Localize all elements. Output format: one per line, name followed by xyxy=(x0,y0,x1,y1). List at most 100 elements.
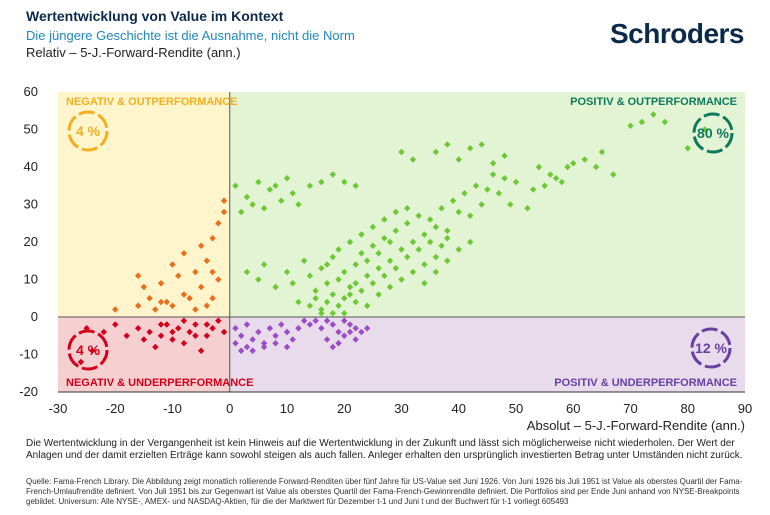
x-tick-label: -20 xyxy=(106,401,125,416)
scatter-point xyxy=(444,141,451,148)
scatter-point xyxy=(467,145,474,152)
scatter-point xyxy=(478,141,485,148)
quadrant-neg-out xyxy=(58,92,230,317)
scatter-point xyxy=(220,197,228,204)
scatter-point xyxy=(444,235,451,242)
scatter-point xyxy=(283,175,291,182)
scatter-point xyxy=(89,347,96,354)
scatter-point xyxy=(432,268,440,276)
scatter-point xyxy=(329,253,336,261)
scatter-point xyxy=(318,306,325,313)
scatter-point xyxy=(134,325,142,332)
scatter-point xyxy=(346,238,354,246)
scatter-point xyxy=(386,257,394,264)
scatter-point xyxy=(329,310,336,317)
chart-title: Wertentwicklung von Value im Kontext xyxy=(26,8,284,24)
scatter-point xyxy=(186,328,193,336)
scatter-point xyxy=(134,272,142,279)
scatter-point xyxy=(369,223,377,231)
y-tick-label: 10 xyxy=(24,272,38,287)
scatter-point xyxy=(175,272,182,279)
scatter-point xyxy=(215,220,222,227)
scatter-point xyxy=(220,328,228,336)
scatter-point xyxy=(501,152,508,159)
quadrant-pos-out xyxy=(229,92,745,317)
scatter-point xyxy=(152,343,159,351)
quadrant-label-neg-out: NEGATIV & OUTPERFORMANCE xyxy=(66,96,238,108)
scatter-point xyxy=(283,328,291,336)
x-tick-label: 40 xyxy=(452,401,466,416)
scatter-point xyxy=(375,291,382,298)
scatter-point xyxy=(352,182,359,189)
scatter-point xyxy=(289,190,296,197)
scatter-point xyxy=(386,238,394,246)
scatter-point xyxy=(260,261,268,268)
scatter-point xyxy=(318,265,325,272)
scatter-point xyxy=(209,235,216,242)
scatter-point xyxy=(489,171,497,178)
scatter-point xyxy=(209,325,216,332)
y-tick-label: -10 xyxy=(19,347,38,362)
scatter-point xyxy=(300,257,308,264)
scatter-point xyxy=(77,358,85,366)
scatter-point xyxy=(192,306,199,313)
scatter-point xyxy=(169,302,176,309)
scatter-point xyxy=(289,280,296,287)
pct-badge-neg-under-ring xyxy=(67,329,109,371)
scatter-point xyxy=(215,276,222,283)
scatter-point xyxy=(192,268,199,276)
scatter-point xyxy=(295,201,302,208)
scatter-point xyxy=(238,332,245,339)
scatter-point xyxy=(140,336,148,343)
scatter-point xyxy=(341,178,348,186)
scatter-point xyxy=(398,246,405,253)
x-tick-label: 90 xyxy=(738,401,752,416)
scatter-point xyxy=(180,317,188,324)
x-tick-label: 10 xyxy=(280,401,294,416)
scatter-point xyxy=(455,156,462,163)
scatter-point xyxy=(203,321,211,328)
scatter-point xyxy=(346,321,354,328)
scatter-point xyxy=(363,302,371,309)
scatter-point xyxy=(444,257,451,264)
scatter-point xyxy=(163,321,170,328)
scatter-point xyxy=(306,302,314,309)
scatter-point xyxy=(312,287,319,294)
x-tick-label: 30 xyxy=(394,401,408,416)
scatter-point xyxy=(421,231,428,238)
scatter-point xyxy=(404,220,411,227)
scatter-point xyxy=(358,231,365,238)
scatter-point xyxy=(363,325,371,332)
scatter-point xyxy=(352,280,359,287)
scatter-point xyxy=(249,347,256,354)
scatter-point xyxy=(369,242,377,249)
scatter-point xyxy=(484,186,491,193)
scatter-point xyxy=(335,328,342,336)
scatter-point xyxy=(323,261,331,268)
scatter-point xyxy=(684,145,691,152)
scatter-point xyxy=(392,265,399,272)
scatter-point xyxy=(203,332,211,339)
scatter-point xyxy=(363,257,371,264)
scatter-point xyxy=(650,111,657,118)
scatter-point xyxy=(438,205,445,212)
quadrant-label-pos-under: POSITIV & UNDERPERFORMANCE xyxy=(554,377,737,389)
scatter-point xyxy=(329,343,336,351)
scatter-point xyxy=(232,325,239,332)
scatter-point xyxy=(186,295,193,302)
y-tick-label: 60 xyxy=(24,84,38,99)
scatter-point xyxy=(289,336,296,343)
scatter-point xyxy=(163,298,170,306)
scatter-point xyxy=(243,343,251,351)
scatter-point xyxy=(404,253,411,261)
scatter-point xyxy=(392,227,399,234)
scatter-point xyxy=(529,186,537,193)
scatter-point xyxy=(381,216,388,223)
scatter-point xyxy=(478,201,485,208)
source-text: Quelle: Fama-French Library. Die Abbildu… xyxy=(26,477,743,506)
scatter-point xyxy=(346,291,354,298)
scatter-point xyxy=(243,193,251,201)
x-tick-label: -30 xyxy=(49,401,68,416)
scatter-point xyxy=(140,283,148,291)
scatter-point xyxy=(335,340,342,347)
